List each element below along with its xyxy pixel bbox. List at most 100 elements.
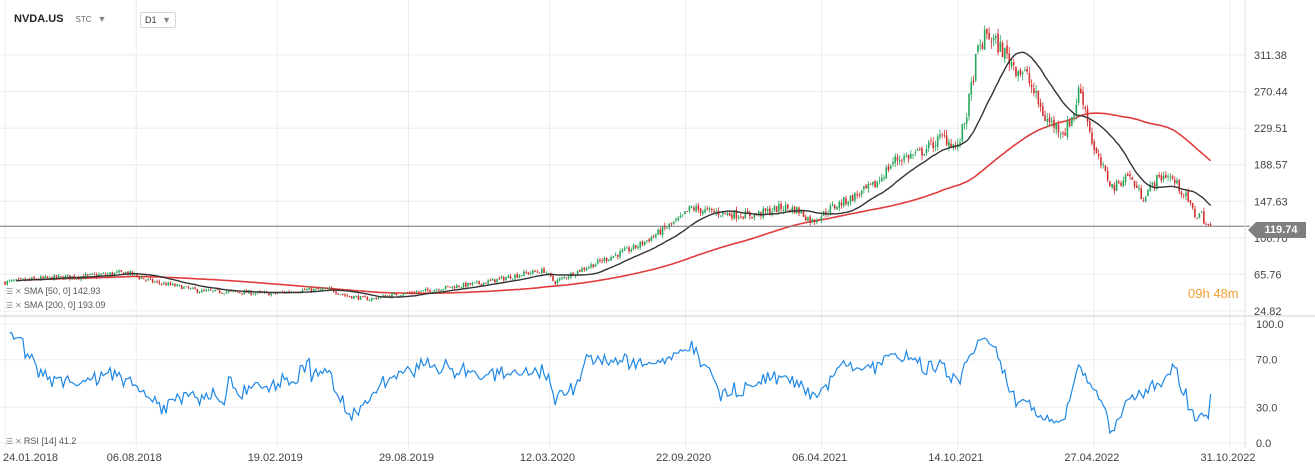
candle-body xyxy=(847,202,850,205)
candle-body xyxy=(1171,176,1174,179)
close-icon[interactable]: ✕ xyxy=(15,286,22,296)
instrument-type-label[interactable]: STC xyxy=(75,14,92,24)
candle-body xyxy=(176,284,179,286)
candle-body xyxy=(704,209,706,213)
candle-body xyxy=(1097,153,1100,156)
candle-body xyxy=(158,281,161,284)
candle-body xyxy=(136,274,138,277)
candle-body xyxy=(990,41,993,42)
symbol-label[interactable]: NVDA.US xyxy=(14,13,64,25)
candle-body xyxy=(424,289,427,291)
candle-body xyxy=(621,250,624,252)
candle-body xyxy=(901,160,903,162)
price-tick-label: 270.44 xyxy=(1254,87,1288,99)
candle-body xyxy=(382,295,384,297)
candle-body xyxy=(1182,195,1185,197)
candle-body xyxy=(646,240,648,241)
candle-body xyxy=(102,273,105,274)
candle-body xyxy=(118,270,120,273)
candle-body xyxy=(174,284,176,287)
candle-body xyxy=(681,214,684,216)
candle-body xyxy=(236,291,239,293)
candle-body xyxy=(1059,133,1062,135)
candle-body xyxy=(145,279,147,281)
menu-icon[interactable]: ☰ xyxy=(6,286,13,296)
timeframe-value: D1 xyxy=(145,15,157,25)
candle-body xyxy=(306,289,308,291)
rsi-legend[interactable]: ☰ ✕ RSI [14] 41.2 xyxy=(6,436,76,446)
candle-body xyxy=(1144,197,1147,202)
candle-body xyxy=(950,143,952,148)
current-price-tag: 119.74 xyxy=(1248,222,1306,238)
candle-body xyxy=(675,219,677,221)
candle-body xyxy=(561,277,563,279)
candle-body xyxy=(335,291,337,294)
candle-body xyxy=(1111,183,1113,188)
candle-body xyxy=(514,274,516,279)
candle-body xyxy=(820,216,823,221)
sma200-legend[interactable]: ☰ ✕ SMA [200, 0] 193.09 xyxy=(6,300,105,310)
candle-body xyxy=(339,294,342,296)
candle-body xyxy=(44,276,47,279)
candle-body xyxy=(218,290,221,293)
candle-body xyxy=(350,296,353,299)
candle-body xyxy=(460,286,463,288)
candle-body xyxy=(715,211,718,213)
candle-body xyxy=(930,140,932,142)
candle-body xyxy=(639,241,642,248)
close-icon[interactable]: ✕ xyxy=(15,436,22,446)
candle-body xyxy=(789,209,791,211)
candle-body xyxy=(1021,72,1024,75)
candle-body xyxy=(84,274,87,278)
candle-body xyxy=(1095,148,1098,154)
candle-body xyxy=(536,271,539,273)
candle-body xyxy=(543,268,545,273)
candle-body xyxy=(31,277,33,280)
candle-body xyxy=(464,282,467,287)
candle-body xyxy=(270,293,272,296)
candle-body xyxy=(167,282,170,286)
candle-body xyxy=(1194,208,1196,218)
candle-body xyxy=(757,211,760,216)
menu-icon[interactable]: ☰ xyxy=(6,436,13,446)
candle-body xyxy=(127,271,129,275)
candle-body xyxy=(804,216,807,221)
menu-icon[interactable]: ☰ xyxy=(6,300,13,310)
candle-body xyxy=(192,287,194,289)
candle-body xyxy=(945,135,948,145)
candle-body xyxy=(196,289,199,293)
candle-body xyxy=(227,291,230,293)
candle-body xyxy=(1153,183,1156,188)
candle-body xyxy=(364,296,366,298)
sma50-legend[interactable]: ☰ ✕ SMA [50, 0] 142.93 xyxy=(6,286,100,296)
candle-body xyxy=(498,278,501,279)
candle-body xyxy=(858,194,861,196)
candle-body xyxy=(151,279,154,283)
candle-body xyxy=(529,272,532,274)
candle-body xyxy=(165,283,167,286)
candle-body xyxy=(241,293,243,295)
candle-body xyxy=(921,148,923,156)
candle-body xyxy=(1138,187,1140,190)
candle-body xyxy=(1167,176,1169,178)
timeframe-select[interactable]: D1 ▼ xyxy=(140,12,176,28)
candle-body xyxy=(6,280,9,285)
candle-body xyxy=(8,280,11,282)
candle-body xyxy=(997,33,999,53)
candle-body xyxy=(169,282,172,285)
candle-body xyxy=(447,286,449,288)
candle-body xyxy=(599,259,601,261)
candle-body xyxy=(637,246,639,249)
close-icon[interactable]: ✕ xyxy=(15,300,22,310)
candle-body xyxy=(710,208,713,211)
candle-body xyxy=(187,286,190,289)
chevron-down-icon[interactable]: ▼ xyxy=(97,14,107,24)
candle-body xyxy=(811,219,814,223)
candle-body xyxy=(496,278,498,283)
candle-body xyxy=(122,272,125,275)
candle-body xyxy=(315,288,317,290)
candle-body xyxy=(326,288,328,289)
time-tick-label: 29.08.2019 xyxy=(379,452,434,464)
candle-body xyxy=(163,282,165,284)
